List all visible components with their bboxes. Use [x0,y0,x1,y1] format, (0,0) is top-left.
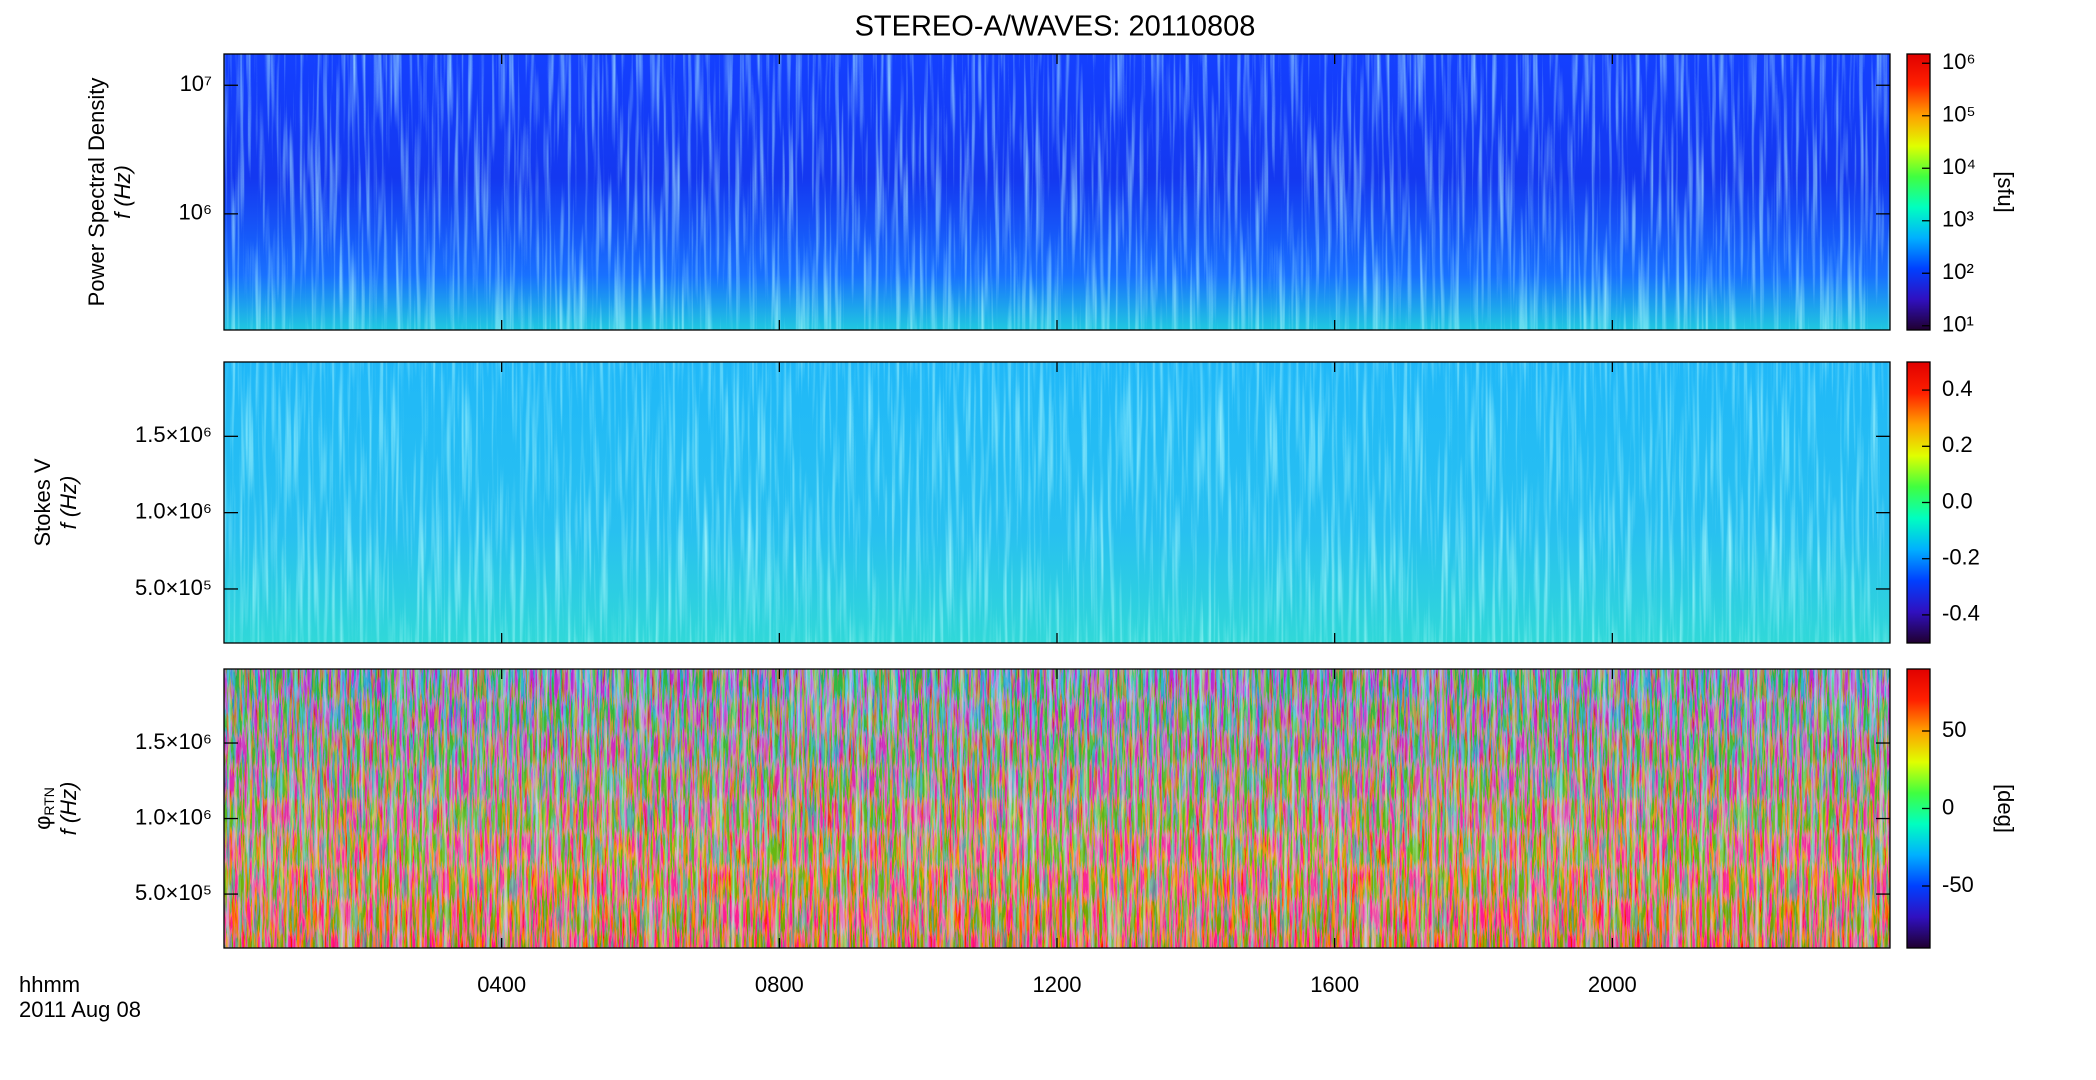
colorbar [1907,54,1930,330]
y-axis-label: φRTN [30,787,57,830]
y-tick-label: 1.5×10⁶ [135,422,212,447]
y-tick-label: 10⁷ [180,71,212,96]
colorbar-tick-label: 0.4 [1942,376,1973,401]
y-tick-label: 10⁶ [178,200,212,225]
colorbar-label: [deg] [1993,784,2018,833]
colorbar-tick-label: -50 [1942,872,1974,897]
colorbar-label: [sfu] [1993,171,2018,213]
x-tick-label: 0800 [755,972,804,997]
colorbar [1907,669,1930,948]
x-tick-label: 1600 [1310,972,1359,997]
colorbar-tick-label: 0 [1942,794,1954,819]
y-tick-label: 1.5×10⁶ [135,729,212,754]
y-tick-label: 1.0×10⁶ [135,498,212,523]
spectrogram-texture [224,669,1890,948]
x-tick-label: 0400 [477,972,526,997]
colorbar-tick-label: 0.2 [1942,432,1973,457]
colorbar-tick-label: 10⁶ [1942,49,1976,74]
colorbar-tick-label: 10¹ [1942,312,1974,337]
colorbar-tick-label: 10⁴ [1942,154,1976,179]
colorbar-frame [1906,53,1931,331]
y-axis-label: f (Hz) [56,476,81,530]
x-tick-label: 1200 [1033,972,1082,997]
colorbar-tick-label: 10² [1942,259,1974,284]
colorbar-tick-label: 0.0 [1942,488,1973,513]
y-axis-label: Power Spectral Density [84,78,109,307]
colorbar-tick-label: 50 [1942,717,1966,742]
y-axis-label: f (Hz) [110,165,135,219]
colorbar [1907,362,1930,643]
colorbar-tick-label: -0.2 [1942,545,1980,570]
y-tick-label: 5.0×10⁵ [135,880,212,905]
colorbar-tick-label: -0.4 [1942,601,1980,626]
x-tick-label: 2000 [1588,972,1637,997]
y-axis-label: Stokes V [30,458,55,546]
colorbar-tick-label: 10³ [1942,207,1974,232]
y-tick-label: 1.0×10⁶ [135,804,212,829]
y-tick-label: 5.0×10⁵ [135,575,212,600]
y-axis-label: f (Hz) [56,782,81,836]
spectrogram-texture [224,362,1890,643]
date-label: 2011 Aug 08 [19,997,141,1022]
x-axis-label: hhmm [19,972,80,997]
colorbar-tick-label: 10⁵ [1942,102,1976,127]
chart-title: STEREO-A/WAVES: 20110808 [855,11,1256,43]
spectrogram-texture [224,54,1890,330]
